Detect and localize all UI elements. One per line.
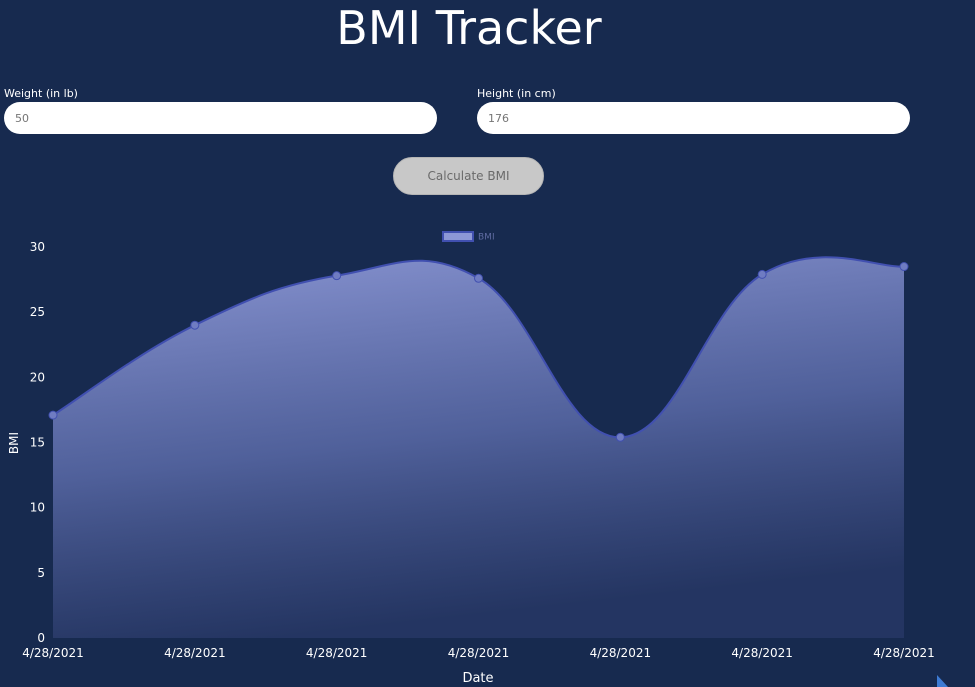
- x-tick-label: 4/28/2021: [590, 646, 652, 660]
- x-tick-label: 4/28/2021: [448, 646, 510, 660]
- height-input[interactable]: [477, 102, 910, 134]
- page-title: BMI Tracker: [336, 1, 602, 55]
- y-tick-label: 20: [30, 370, 45, 384]
- bmi-data-point[interactable]: [615, 432, 625, 442]
- x-axis-title: Date: [462, 671, 493, 686]
- bmi-data-point[interactable]: [757, 269, 767, 279]
- legend-label: BMI: [478, 233, 495, 243]
- x-tick-label: 4/28/2021: [873, 646, 935, 660]
- x-tick-label: 4/28/2021: [306, 646, 368, 660]
- weight-label: Weight (in lb): [4, 87, 78, 100]
- y-tick-label: 25: [30, 305, 45, 319]
- bmi-data-point[interactable]: [48, 410, 58, 420]
- y-tick-label: 30: [30, 240, 45, 254]
- y-tick-label: 15: [30, 436, 45, 450]
- x-axis-ticks: 4/28/2021 4/28/2021 4/28/2021 4/28/2021 4/28…: [22, 646, 935, 660]
- bmi-data-point[interactable]: [332, 271, 342, 281]
- chart-legend[interactable]: BMI: [442, 231, 495, 243]
- y-tick-label: 0: [37, 631, 45, 645]
- height-label: Height (in cm): [477, 87, 556, 100]
- bmi-data-point[interactable]: [190, 320, 200, 330]
- weight-input[interactable]: [4, 102, 437, 134]
- x-tick-label: 4/28/2021: [164, 646, 226, 660]
- calculate-bmi-button[interactable]: Calculate BMI: [393, 157, 544, 195]
- legend-swatch: [442, 231, 474, 242]
- x-tick-label: 4/28/2021: [731, 646, 793, 660]
- bmi-area-fill: [53, 257, 904, 638]
- y-tick-label: 5: [37, 566, 45, 580]
- x-tick-label: 4/28/2021: [22, 646, 84, 660]
- cursor-icon: [937, 675, 948, 687]
- y-axis-ticks: 0 5 10 15 20 25 30: [30, 240, 45, 645]
- bmi-data-point[interactable]: [899, 262, 909, 272]
- bmi-data-point[interactable]: [474, 273, 483, 283]
- bmi-series: [48, 256, 909, 638]
- y-axis-title: BMI: [7, 432, 21, 454]
- y-tick-label: 10: [30, 501, 45, 515]
